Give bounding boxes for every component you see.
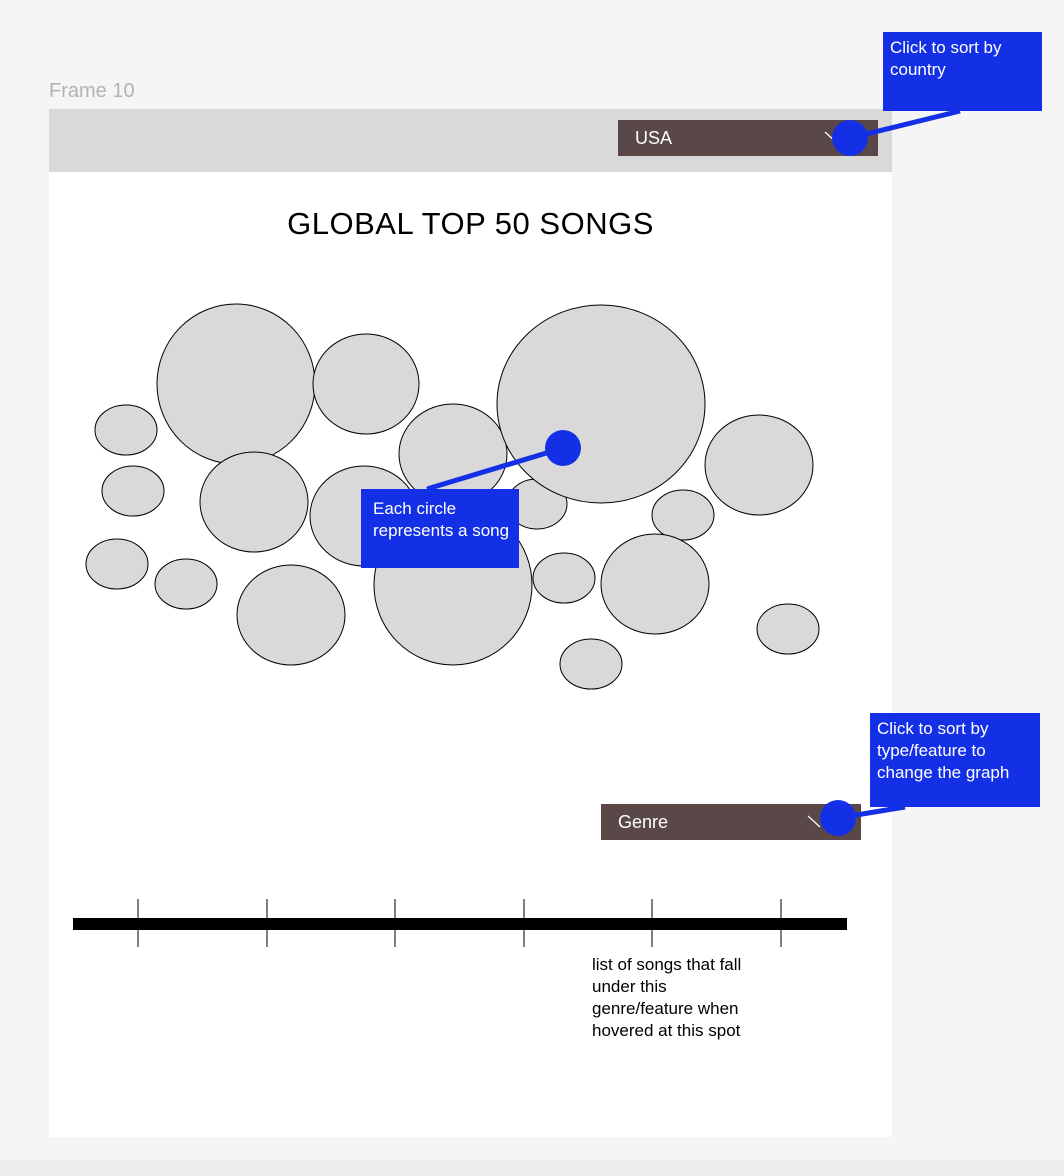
song-bubble[interactable] (154, 558, 218, 610)
bottom-strip (0, 1160, 1064, 1176)
song-bubble[interactable] (704, 414, 814, 516)
song-bubble-chart (85, 303, 820, 690)
axis-bar (73, 918, 847, 930)
prototype-frame: USA GLOBAL TOP 50 SONGS (49, 109, 892, 1137)
song-bubble[interactable] (532, 552, 596, 604)
song-bubble[interactable] (312, 333, 420, 435)
song-bubble[interactable] (236, 564, 346, 666)
song-bubble[interactable] (496, 304, 706, 504)
song-bubble[interactable] (651, 489, 715, 541)
feature-axis[interactable] (49, 889, 892, 949)
country-dropdown-value: USA (635, 127, 673, 148)
song-bubble[interactable] (756, 603, 820, 655)
song-bubble[interactable] (600, 533, 710, 635)
song-bubble[interactable] (85, 538, 149, 590)
song-bubble[interactable] (101, 465, 165, 517)
hover-note: list of songs that fall under this genre… (592, 955, 742, 1040)
song-bubble[interactable] (94, 404, 158, 456)
feature-dropdown[interactable]: Genre (601, 804, 861, 840)
annotation-circle: Each circle represents a song (361, 489, 519, 568)
song-bubble[interactable] (559, 638, 623, 690)
frame-label: Frame 10 (49, 80, 135, 102)
annotation-country: Click to sort by country (883, 32, 1042, 111)
feature-dropdown-value: Genre (618, 811, 669, 832)
song-bubble[interactable] (156, 303, 316, 465)
page-title: GLOBAL TOP 50 SONGS (287, 206, 654, 241)
chevron-down-icon (807, 815, 821, 828)
song-bubble[interactable] (199, 451, 309, 553)
annotation-feature: Click to sort by type/feature to change … (870, 713, 1040, 807)
